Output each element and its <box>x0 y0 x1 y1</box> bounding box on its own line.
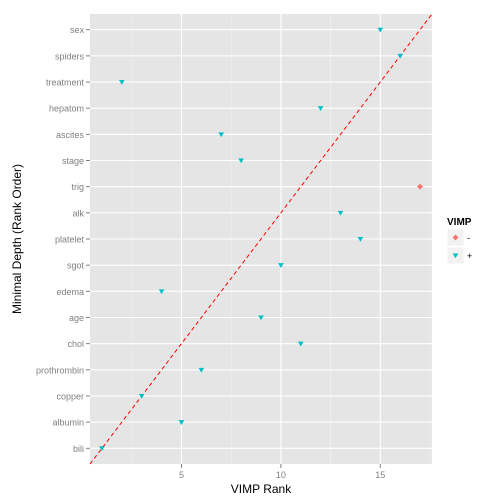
y-tick-label-age: age <box>69 313 84 323</box>
point-bili <box>99 446 105 452</box>
y-tick-label-platelet: platelet <box>55 235 85 245</box>
point-age <box>258 315 264 321</box>
point-copper <box>138 393 145 399</box>
point-albumin <box>178 420 185 425</box>
point-chol <box>297 341 304 347</box>
y-tick-label-chol: chol <box>67 339 84 349</box>
point-ascites <box>218 132 225 138</box>
y-axis-ticks: bili albumin copper prothrombin chol age edema… <box>36 25 90 454</box>
y-tick-label-hepatom: hepatom <box>49 104 84 114</box>
legend-symbol-plus <box>452 253 459 259</box>
x-tick-label: 15 <box>375 470 385 480</box>
point-treatment <box>119 80 125 85</box>
legend: VIMP -+ <box>446 217 472 265</box>
y-tick-label-stage: stage <box>62 156 84 166</box>
y-tick-label-albumin: albumin <box>52 418 84 428</box>
y-tick-label-trig: trig <box>71 182 84 192</box>
identity-reference-line <box>89 13 433 465</box>
y-tick-label-bili: bili <box>73 444 84 454</box>
legend-entries: -+ <box>446 228 472 265</box>
point-edema <box>158 289 165 295</box>
legend-label: + <box>467 251 472 261</box>
major-gridlines <box>90 14 432 464</box>
y-tick-label-sex: sex <box>70 25 85 35</box>
y-tick-label-edema: edema <box>56 287 84 297</box>
data-points <box>99 27 424 452</box>
point-sex <box>377 27 384 33</box>
y-tick-label-sgot: sgot <box>67 261 85 271</box>
x-axis-ticks: 5 10 15 <box>179 464 385 480</box>
legend-label: - <box>467 233 470 243</box>
point-platelet <box>357 237 364 242</box>
legend-symbol-minus <box>452 234 459 241</box>
y-tick-label-treatment: treatment <box>46 78 85 88</box>
y-axis-title: Minimal Depth (Rank Order) <box>10 164 24 314</box>
point-spiders <box>397 53 403 59</box>
y-tick-label-prothrombin: prothrombin <box>36 365 84 375</box>
point-alk <box>337 210 344 216</box>
legend-title: VIMP <box>447 217 472 228</box>
y-tick-label-copper: copper <box>56 391 84 401</box>
y-tick-label-spiders: spiders <box>55 51 85 61</box>
x-axis-title: VIMP Rank <box>231 482 292 496</box>
point-sgot <box>278 263 284 268</box>
point-prothrombin <box>198 367 205 373</box>
x-tick-label: 10 <box>276 470 286 480</box>
y-tick-label-ascites: ascites <box>56 130 85 140</box>
x-tick-label: 5 <box>179 470 184 480</box>
y-tick-label-alk: alk <box>72 208 84 218</box>
point-stage <box>238 158 244 164</box>
point-hepatom <box>317 106 324 111</box>
point-trig <box>417 183 424 190</box>
